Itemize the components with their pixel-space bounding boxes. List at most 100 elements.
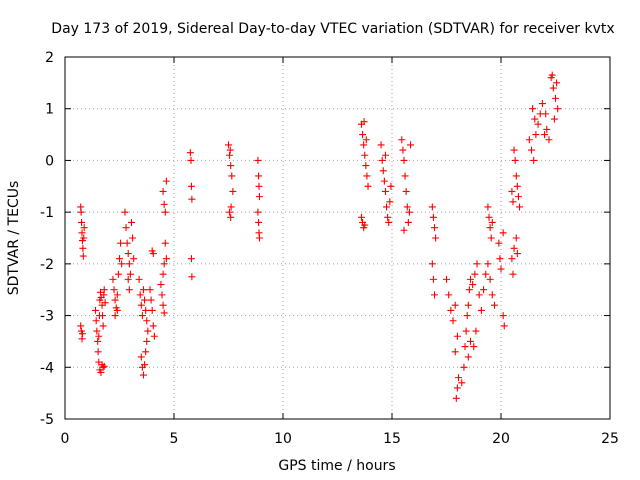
data-point [187,156,195,164]
data-point [143,337,151,345]
data-point [95,332,103,340]
data-point [254,208,262,216]
data-point [364,182,372,190]
data-point [510,244,518,252]
data-point [477,306,485,314]
data-point [463,312,471,320]
data-point [510,146,518,154]
data-point [466,275,474,283]
data-point [381,187,389,195]
data-point [77,322,85,330]
data-point [445,291,453,299]
data-point [187,255,195,263]
y-tick-labels: -5 -4 -3 -2 -1 0 1 2 [40,50,54,428]
data-point [470,343,478,351]
data-point [400,226,408,234]
data-point [486,275,494,283]
data-point [143,317,151,325]
data-point [402,187,410,195]
chart-title: Day 173 of 2019, Sidereal Day-to-day VTE… [51,21,614,37]
data-point [125,260,133,268]
data-point [401,172,409,180]
data-point [161,208,169,216]
data-point [226,208,234,216]
data-point [480,286,488,294]
data-point [135,275,143,283]
data-point [514,193,522,201]
data-point [380,177,388,185]
data-point [458,379,466,387]
data-point [111,312,119,320]
data-point [400,156,408,164]
data-point [451,348,459,356]
data-point [111,296,119,304]
data-point [452,394,460,402]
data-point [79,252,87,260]
data-point [100,362,108,370]
data-point [226,146,234,154]
data-point [254,156,262,164]
data-point [255,234,263,242]
data-point [149,322,157,330]
data-point [484,203,492,211]
data-point [130,255,138,263]
data-point [159,270,167,278]
data-point [499,312,507,320]
data-point [160,260,168,268]
x-tick-label: 15 [383,431,401,447]
data-point [516,203,524,211]
data-point [110,286,118,294]
data-point [359,131,367,139]
data-point [428,203,436,211]
data-point [118,260,126,268]
data-point [554,105,562,113]
data-point [543,125,551,133]
y-axis-label: SDTVAR / TECUs [6,181,22,296]
data-point [78,229,86,237]
data-point [362,162,370,170]
data-point [482,270,490,278]
data-point [80,234,88,242]
grid-lines [65,57,610,419]
data-point [363,172,371,180]
data-point [443,275,450,283]
y-tick-label: -2 [40,257,54,273]
data-point [454,374,462,382]
data-point [162,255,170,263]
y-tick-label: 1 [45,102,54,118]
data-point [77,208,85,216]
plot-frame [64,56,611,420]
data-point [509,270,517,278]
data-point [513,182,521,190]
data-point [98,312,106,320]
data-point [403,203,411,211]
data-points [77,71,562,402]
data-point [94,348,102,356]
data-point [101,299,109,307]
data-point [499,229,507,237]
data-point [188,195,196,203]
data-point [453,332,461,340]
data-point [378,156,386,164]
data-point [139,371,147,379]
data-point [158,291,166,299]
data-point [429,213,437,221]
y-tick-label: -3 [40,309,54,325]
data-point [124,275,132,283]
data-point [125,286,133,294]
data-point [255,172,263,180]
data-point [228,172,236,180]
data-point [529,105,537,113]
data-point [488,291,496,299]
data-point [186,149,194,157]
data-point [453,384,461,392]
data-point [549,84,557,92]
data-point [469,281,477,289]
data-point [229,187,237,195]
data-point [485,213,493,221]
data-point [129,234,137,242]
data-point [404,218,412,226]
data-point [429,275,437,283]
data-point [149,250,157,258]
